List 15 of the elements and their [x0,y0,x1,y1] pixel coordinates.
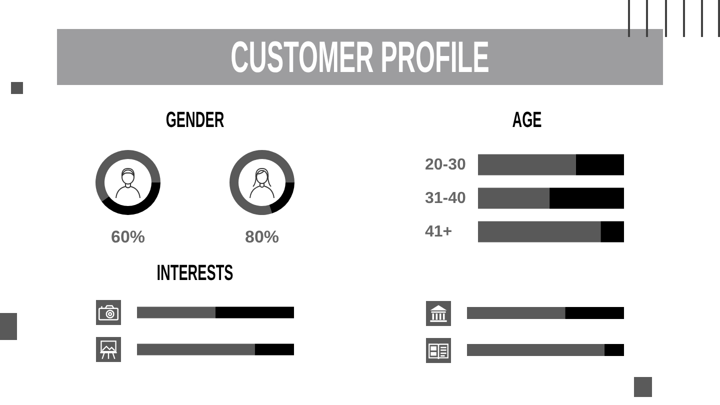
bar [576,154,624,176]
text: 80% [244,228,280,246]
chart-title: GENDER [166,107,224,132]
bar [478,221,601,242]
chart-title: AGE [512,107,542,132]
bar [550,188,624,209]
text: CUSTOMER PROFILE [230,33,490,82]
bar [600,221,624,242]
text: 60% [110,228,146,246]
bar [478,154,576,176]
y-tick-label: 31-40 [425,190,466,207]
y-tick-label: 41+ [425,223,452,240]
chart-title: INTERESTS [156,260,234,285]
y-tick-label: 20-30 [425,156,466,174]
bar [478,188,550,209]
